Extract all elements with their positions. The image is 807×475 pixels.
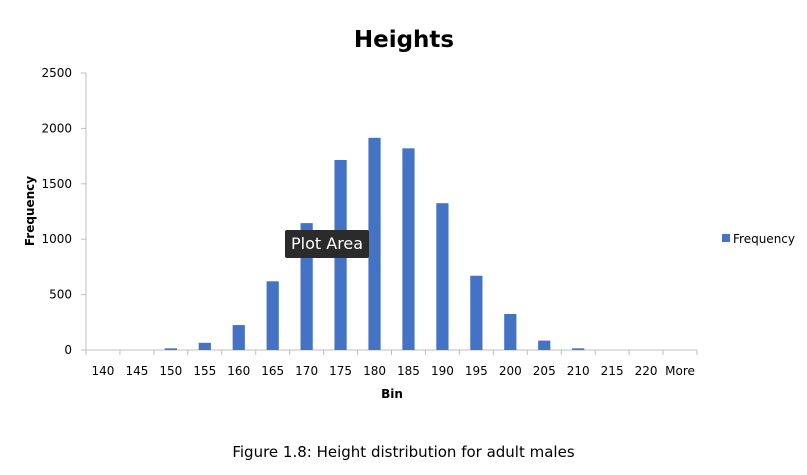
x-tick-label: 190 [431,364,454,378]
y-tick-label: 2000 [41,121,72,135]
plot-area[interactable]: 0 500 1000 1500 2000 2500 140 145 150 155 160 165 17… [41,66,698,378]
x-tick-label: 180 [363,364,386,378]
legend: Frequency [722,232,795,246]
x-tick-label: 185 [397,364,420,378]
bar [538,340,551,350]
x-tick-label: 160 [227,364,250,378]
bar [232,325,245,350]
plot-area-tooltip: Plot Area [285,230,370,258]
y-axis-label: Frequency [23,176,37,246]
y-tick-label: 1000 [41,232,72,246]
y-tick-label: 1500 [41,177,72,191]
x-tick-label: 140 [92,364,115,378]
x-tick-label: 175 [329,364,352,378]
x-tick-label: 215 [601,364,624,378]
bar [470,275,483,350]
x-tick-label: 210 [567,364,590,378]
x-tick-label: 165 [261,364,284,378]
bar [402,148,415,350]
bar [572,348,585,350]
bar [368,137,381,350]
x-tick-label: 145 [125,364,148,378]
legend-swatch [722,234,730,242]
bar [436,203,449,350]
x-tick-label: 200 [499,364,522,378]
x-tick-label: 205 [533,364,556,378]
x-tick-label: 155 [193,364,216,378]
y-tick-label: 2500 [41,66,72,80]
x-tick-label: 170 [295,364,318,378]
x-tick-label: More [665,364,695,378]
y-tick-label: 0 [64,343,72,357]
x-tick-label: 220 [635,364,658,378]
x-tick-label: 195 [465,364,488,378]
legend-label: Frequency [733,232,795,246]
chart-title: Heights [354,27,454,53]
figure-caption: Figure 1.8: Height distribution for adul… [232,443,575,461]
bar [266,281,279,350]
bar [198,342,211,350]
x-tick-label: 150 [159,364,182,378]
y-tick-label: 500 [49,288,72,302]
bar [164,348,177,350]
x-axis-label: Bin [381,387,403,401]
bar [504,313,517,350]
